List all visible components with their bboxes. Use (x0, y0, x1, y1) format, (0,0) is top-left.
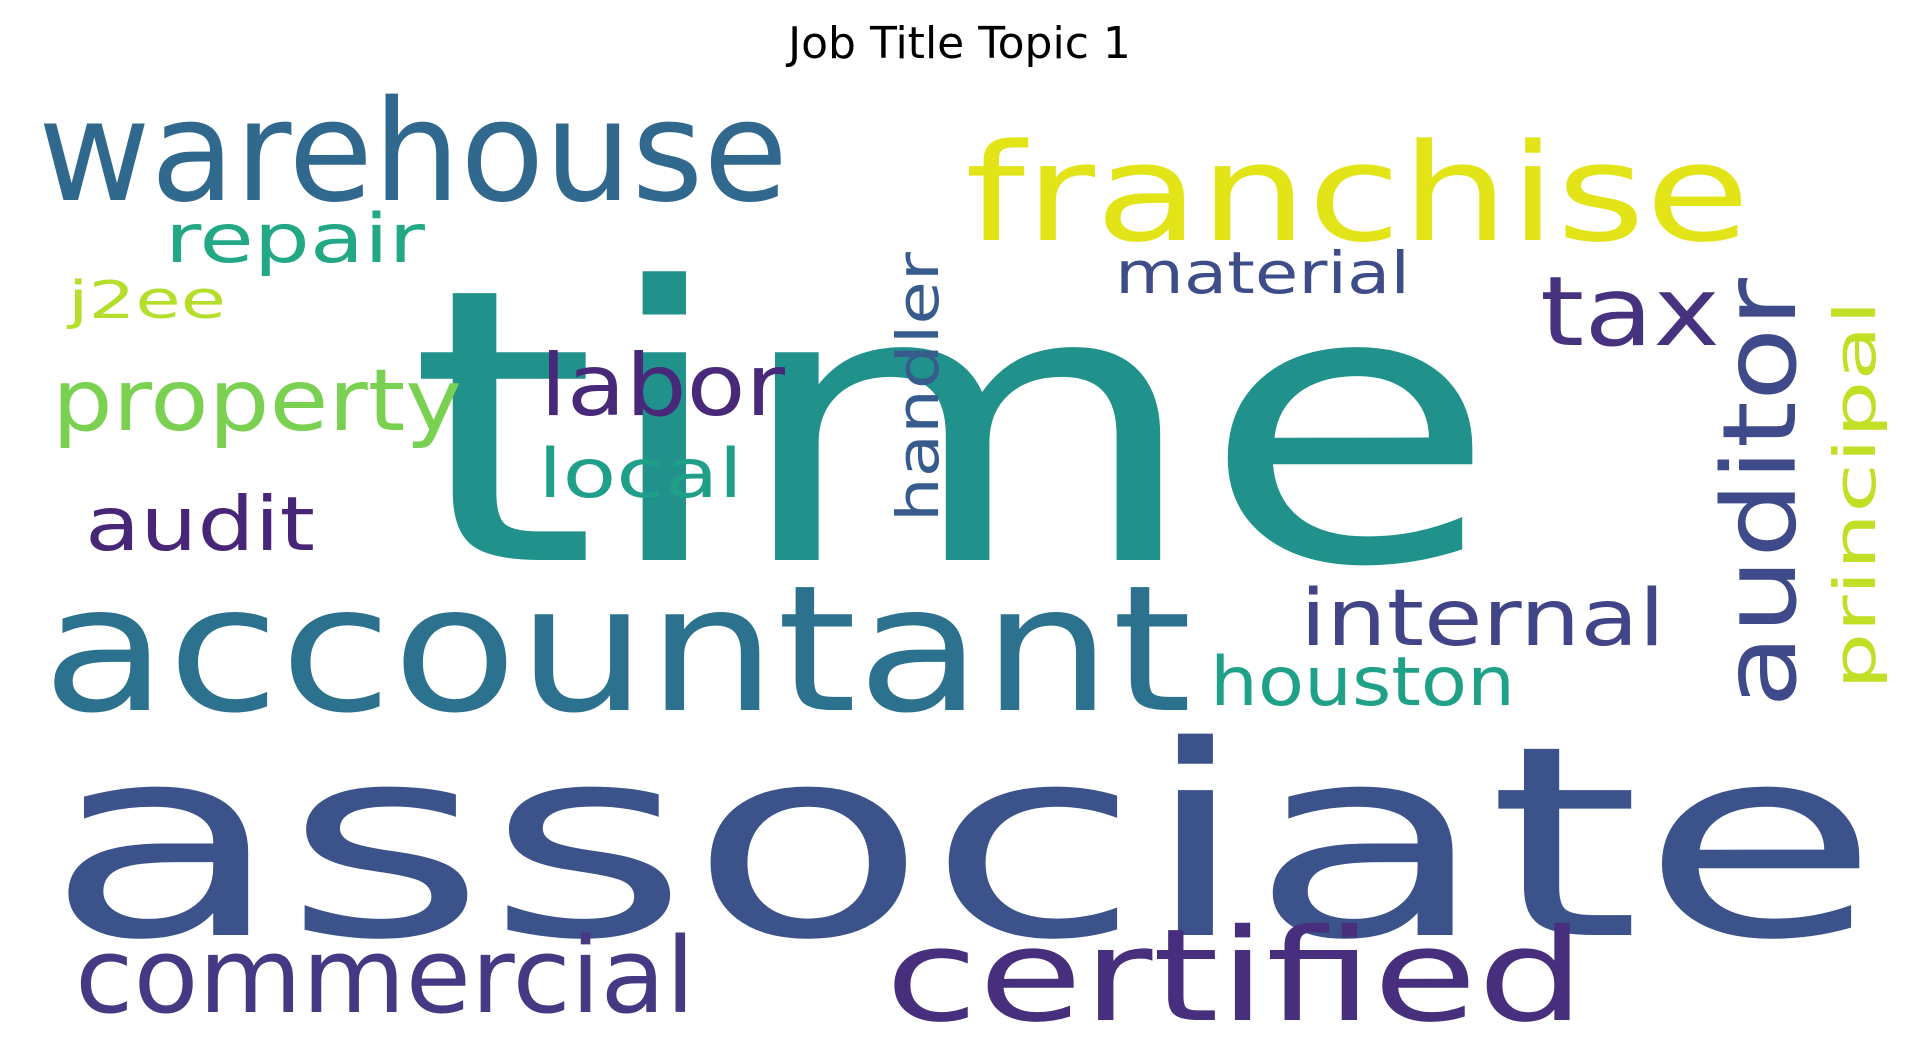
word-principal: principal (1821, 300, 1889, 690)
word-repair: repair (165, 200, 425, 279)
word-j2ee: j2ee (67, 271, 226, 331)
word-warehouse: warehouse (38, 71, 788, 234)
word-tax: tax (1540, 256, 1720, 368)
chart-title: Job Title Topic 1 (788, 18, 1131, 69)
word-auditor[interactable]: auditor (1701, 278, 1820, 708)
word-commercial: commercial (75, 915, 695, 1037)
word-accountant: accountant (42, 549, 1192, 752)
word-franchise: franchise (965, 115, 1750, 272)
word-certified: certified (885, 902, 1585, 1051)
word-labor: labor (540, 336, 786, 436)
word-property: property (52, 351, 462, 451)
word-audit: audit (85, 480, 315, 568)
word-houston: houston (1210, 643, 1515, 722)
word-handler: handler (884, 252, 952, 522)
word-time: time (408, 207, 1498, 650)
word-material: material (1115, 239, 1410, 307)
word-local: local (538, 435, 743, 514)
word-internal: internal (1300, 574, 1665, 664)
word-associate: associate (45, 690, 1880, 998)
